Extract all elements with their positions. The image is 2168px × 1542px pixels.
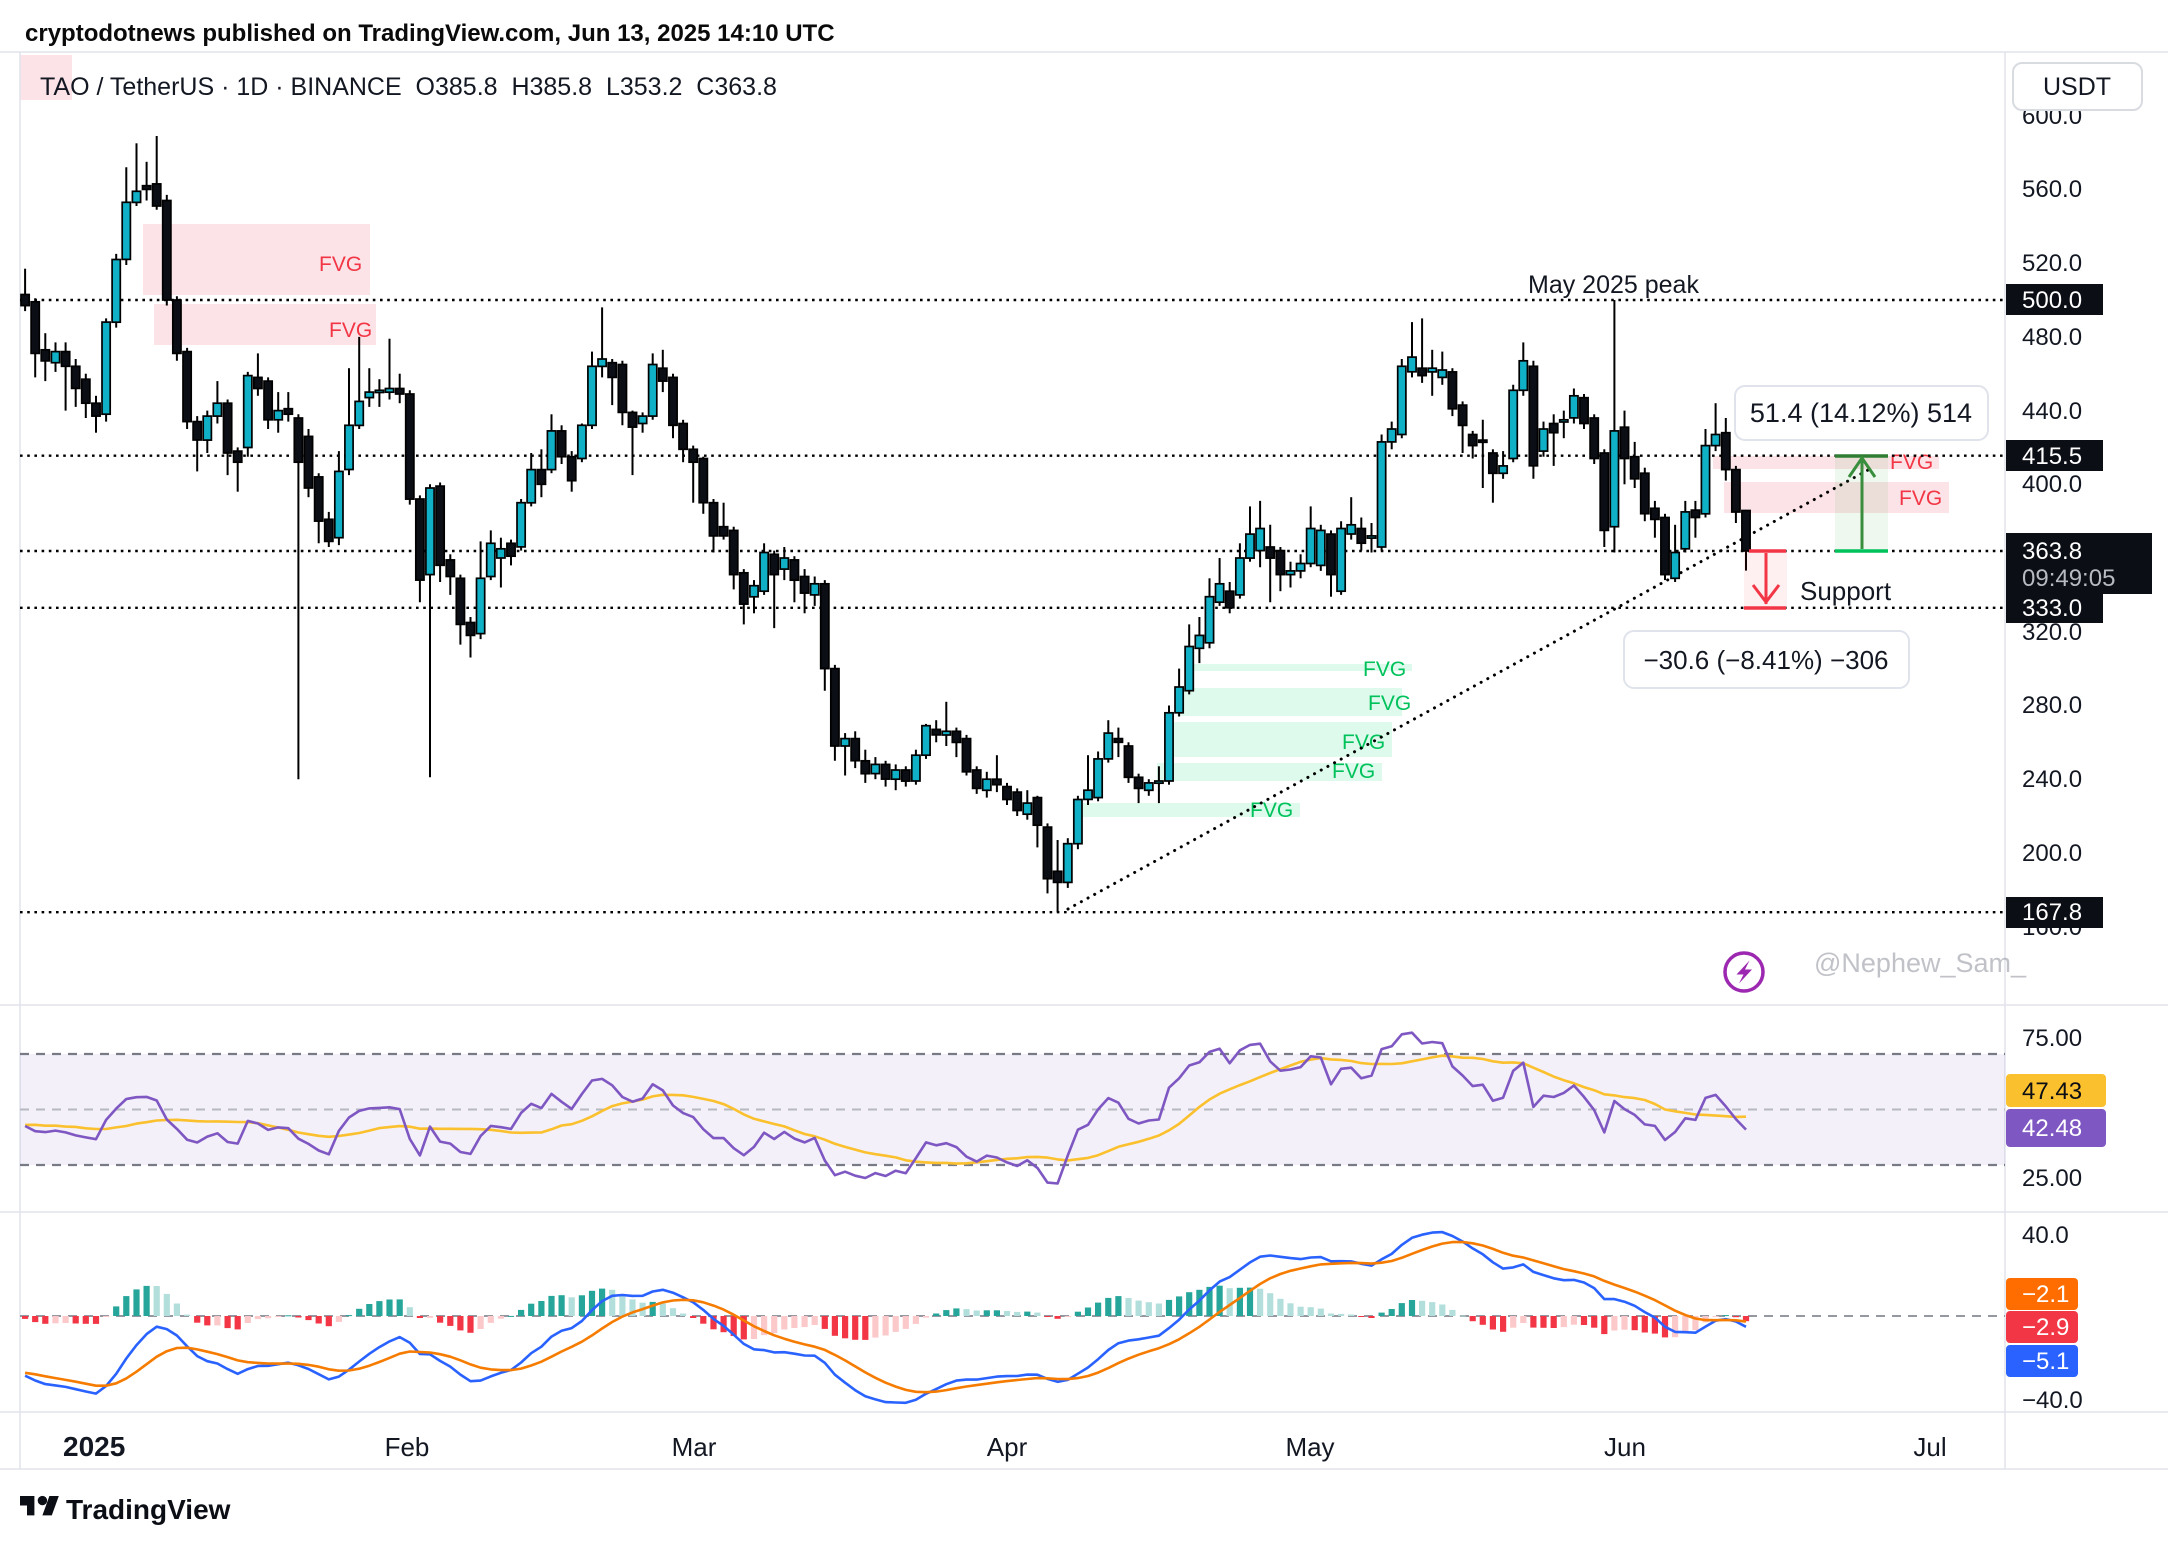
svg-text:TradingView: TradingView: [66, 1494, 231, 1525]
svg-text:240.0: 240.0: [2022, 766, 2082, 793]
svg-text:75.00: 75.00: [2022, 1025, 2082, 1052]
svg-text:200.0: 200.0: [2022, 840, 2082, 867]
svg-text:42.48: 42.48: [2022, 1115, 2082, 1142]
svg-text:320.0: 320.0: [2022, 619, 2082, 646]
svg-text:09:49:05: 09:49:05: [2022, 565, 2115, 592]
svg-text:FVG: FVG: [1368, 692, 1411, 715]
svg-text:USDT: USDT: [2043, 73, 2111, 101]
svg-text:FVG: FVG: [1363, 658, 1406, 681]
svg-text:FVG: FVG: [329, 319, 372, 342]
svg-text:2025: 2025: [63, 1431, 125, 1462]
svg-text:@Nephew_Sam_: @Nephew_Sam_: [1814, 948, 2027, 978]
svg-text:Jul: Jul: [1913, 1432, 1946, 1462]
svg-text:cryptodotnews published on Tra: cryptodotnews published on TradingView.c…: [25, 20, 835, 47]
svg-text:363.8: 363.8: [2022, 538, 2082, 565]
svg-text:−2.1: −2.1: [2022, 1281, 2069, 1308]
svg-text:−30.6 (−8.41%) −306: −30.6 (−8.41%) −306: [1643, 645, 1888, 675]
svg-text:167.8: 167.8: [2022, 899, 2082, 926]
svg-text:480.0: 480.0: [2022, 324, 2082, 351]
svg-text:Apr: Apr: [987, 1432, 1028, 1462]
svg-text:FVG: FVG: [1342, 731, 1385, 754]
svg-text:280.0: 280.0: [2022, 692, 2082, 719]
svg-text:Support: Support: [1800, 576, 1892, 606]
svg-text:51.4 (14.12%) 514: 51.4 (14.12%) 514: [1750, 398, 1972, 428]
svg-text:520.0: 520.0: [2022, 250, 2082, 277]
svg-text:−40.0: −40.0: [2022, 1387, 2083, 1414]
svg-text:415.5: 415.5: [2022, 443, 2082, 470]
svg-text:FVG: FVG: [1899, 487, 1942, 510]
svg-text:440.0: 440.0: [2022, 398, 2082, 425]
svg-text:FVG: FVG: [1332, 760, 1375, 783]
svg-text:400.0: 400.0: [2022, 471, 2082, 498]
svg-text:500.0: 500.0: [2022, 287, 2082, 314]
svg-text:TAO / TetherUS · 1D · BINANCE: TAO / TetherUS · 1D · BINANCE O385.8 H38…: [40, 73, 777, 101]
svg-text:Mar: Mar: [672, 1432, 717, 1462]
svg-text:Feb: Feb: [385, 1432, 430, 1462]
svg-text:47.43: 47.43: [2022, 1078, 2082, 1105]
svg-text:40.0: 40.0: [2022, 1222, 2069, 1249]
svg-text:−2.9: −2.9: [2022, 1314, 2069, 1341]
svg-text:May 2025 peak: May 2025 peak: [1528, 271, 1699, 299]
svg-text:FVG: FVG: [1250, 799, 1293, 822]
svg-text:−5.1: −5.1: [2022, 1348, 2069, 1375]
svg-text:May: May: [1285, 1432, 1334, 1462]
svg-text:Jun: Jun: [1604, 1432, 1646, 1462]
svg-text:333.0: 333.0: [2022, 595, 2082, 622]
svg-text:560.0: 560.0: [2022, 176, 2082, 203]
svg-text:25.00: 25.00: [2022, 1165, 2082, 1192]
svg-text:FVG: FVG: [1890, 451, 1933, 474]
svg-text:FVG: FVG: [319, 253, 362, 276]
